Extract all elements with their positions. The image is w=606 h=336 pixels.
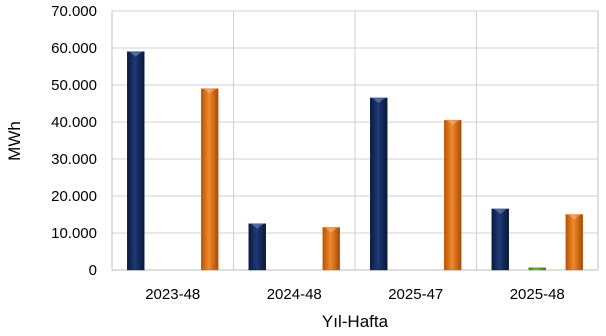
y-axis-ticks: 0 10.000 20.000 30.000 40.000 50.000 60.000 70.…: [51, 3, 97, 279]
x-tick-label: 2023-48: [145, 286, 200, 303]
bar-series1-2025-48: [491, 208, 509, 271]
bar-series1-2024-48: [248, 223, 266, 271]
x-axis-ticks: 2023-48 2024-48 2025-47 2025-48: [145, 286, 565, 303]
y-axis-title: MWh: [5, 121, 24, 161]
bar-series3-2025-48: [565, 214, 583, 271]
bar-series3-2025-47: [444, 119, 462, 271]
bar-series3-2023-48: [201, 88, 219, 271]
bar-cap-series3-2023-48: [203, 88, 217, 94]
y-tick-label: 0: [89, 262, 97, 279]
y-tick-label: 20.000: [51, 188, 97, 205]
bar-series1-2025-47: [370, 97, 388, 271]
y-tick-label: 30.000: [51, 151, 97, 168]
gridlines: [112, 10, 598, 271]
bar-cap-series1-2023-48: [129, 51, 143, 57]
bar-series1-2023-48: [127, 51, 145, 271]
x-axis-title: Yıl-Hafta: [322, 312, 389, 331]
bar-cap-series3-2024-48: [324, 227, 338, 233]
bar-cap-series1-2024-48: [250, 223, 264, 229]
bar-series3-2024-48: [322, 227, 340, 271]
x-tick-label: 2024-48: [267, 286, 322, 303]
y-tick-label: 10.000: [51, 225, 97, 242]
bar-series2-2025-48: [528, 267, 546, 271]
y-tick-label: 50.000: [51, 77, 97, 94]
y-tick-label: 70.000: [51, 3, 97, 20]
bar-cap-series3-2025-48: [567, 214, 581, 220]
x-tick-label: 2025-48: [510, 286, 565, 303]
x-tick-label: 2025-47: [388, 286, 443, 303]
bars: [127, 51, 583, 271]
bar-cap-series3-2025-47: [446, 120, 460, 126]
bar-cap-series1-2025-48: [493, 208, 507, 214]
y-tick-label: 60.000: [51, 40, 97, 57]
y-tick-label: 40.000: [51, 114, 97, 131]
bar-cap-series1-2025-47: [372, 97, 386, 103]
